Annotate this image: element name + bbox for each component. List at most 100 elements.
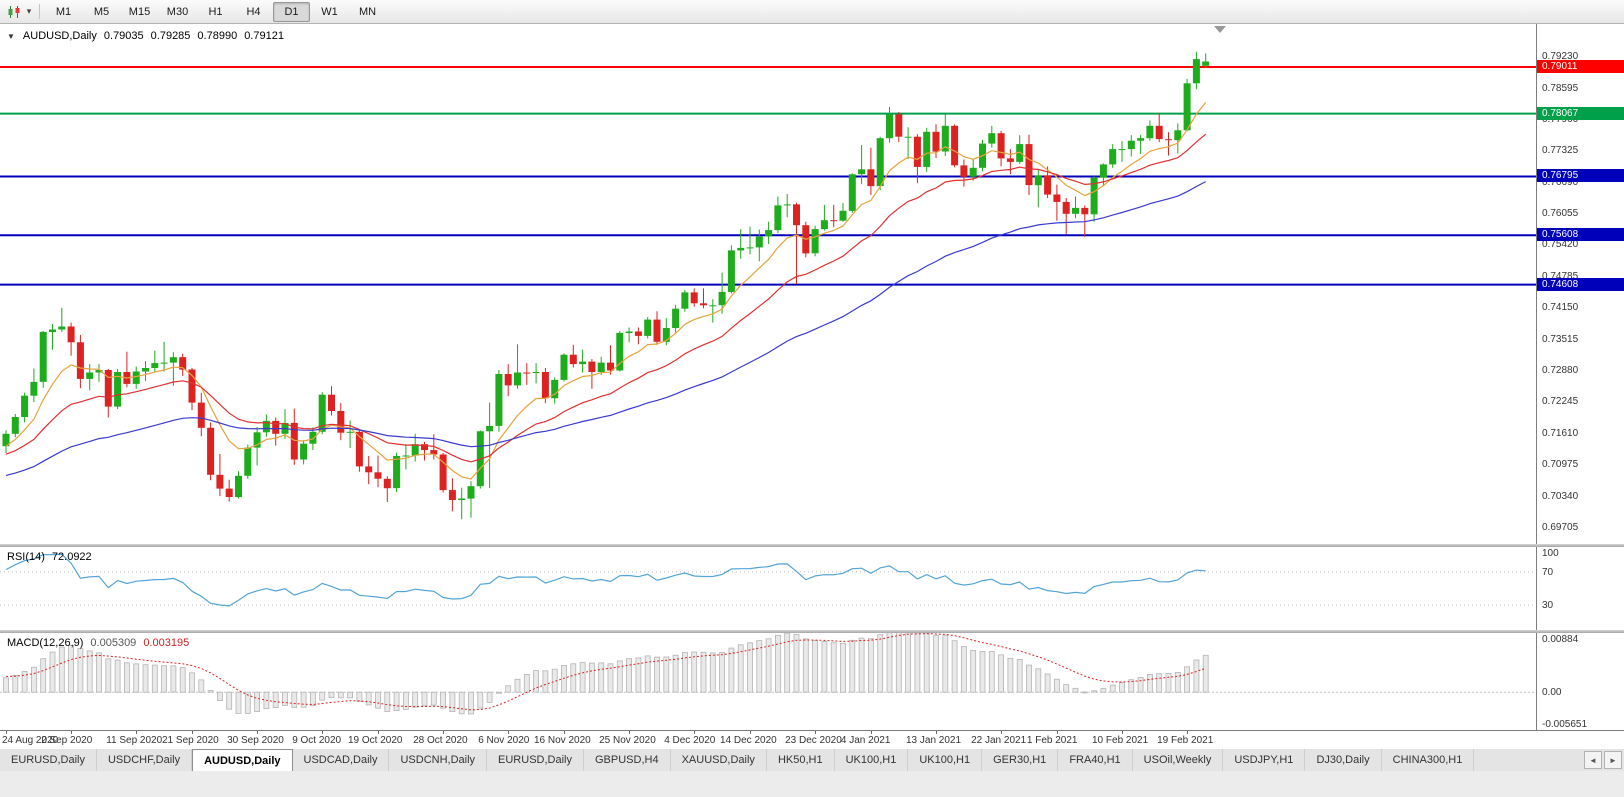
ohlc-open-value: 0.79035 [103, 30, 144, 42]
chart-tab-gbpusd-h4[interactable]: GBPUSD,H4 [584, 749, 671, 771]
pane-divider-rsi[interactable] [0, 544, 1624, 547]
tab-scroll-buttons: ◄ ► [1584, 751, 1622, 769]
time-axis-label: 4 Dec 2020 [664, 735, 716, 746]
macd-indicator-canvas[interactable] [0, 633, 1536, 730]
time-axis-tick [6, 731, 7, 734]
rsi-axis-label: 70 [1542, 566, 1554, 578]
time-axis-label: 19 Oct 2020 [348, 735, 403, 746]
time-axis-tick [936, 731, 937, 734]
time-axis-label: 30 Sep 2020 [227, 735, 284, 746]
chart-tab-uk100-h1[interactable]: UK100,H1 [908, 749, 983, 771]
time-axis-tick [71, 731, 73, 734]
ohlc-high-value: 0.79285 [150, 30, 191, 42]
chart-tab-usdcnh-daily[interactable]: USDCNH,Daily [389, 749, 488, 771]
bottom-filler [0, 771, 1624, 797]
price-axis-label: 0.74785 [1542, 270, 1579, 282]
chart-tab-fra40-h1[interactable]: FRA40,H1 [1058, 749, 1133, 771]
time-axis[interactable]: 24 Aug 2020 2 Sep 2020 11 Sep 2020 21 Sep 2… [0, 730, 1624, 749]
timeframe-button-h4[interactable]: H4 [246, 5, 261, 18]
timeframe-button-h1[interactable]: H1 [208, 5, 223, 18]
price-axis-label: 0.69705 [1542, 521, 1579, 533]
time-axis-label: 25 Nov 2020 [599, 735, 656, 746]
macd-indicator-title: MACD(12,26,9) [7, 637, 84, 649]
price-axis-label: 0.71610 [1542, 427, 1579, 439]
level-price-badge: 0.78067 [1537, 106, 1624, 120]
toolbar-separator [39, 4, 40, 19]
time-axis-label: 21 Sep 2020 [162, 735, 219, 746]
time-axis-tick [750, 731, 751, 734]
macd-signal-value: 0.003195 [143, 637, 190, 649]
time-axis-label: 16 Nov 2020 [534, 735, 591, 746]
chart-tab-eurusd-daily[interactable]: EURUSD,Daily [487, 749, 584, 771]
time-axis-label: 22 Jan 2021 [971, 735, 1027, 746]
chart-tab-dj30-daily[interactable]: DJ30,Daily [1305, 749, 1382, 771]
chart-tab-ger30-h1[interactable]: GER30,H1 [982, 749, 1059, 771]
time-axis-tick [322, 731, 324, 734]
rsi-indicator-title: RSI(14) [7, 551, 45, 563]
chart-tab-usdcad-daily[interactable]: USDCAD,Daily [293, 749, 390, 771]
chart-tab-xauusd-daily[interactable]: XAUUSD,Daily [671, 749, 767, 771]
chart-symbol-title: AUDUSD,Daily [22, 30, 97, 42]
macd-current-value: 0.005309 [90, 637, 137, 649]
time-axis-label: 6 Nov 2020 [478, 735, 530, 746]
time-axis-label: 19 Feb 2021 [1157, 735, 1214, 746]
time-axis-tick [815, 731, 817, 734]
time-axis-tick [564, 731, 565, 734]
price-axis-label: 0.79230 [1542, 51, 1579, 63]
time-axis-label: 2 Sep 2020 [41, 735, 93, 746]
time-axis-tick [378, 731, 379, 734]
timeframe-button-d1[interactable]: D1 [273, 1, 310, 22]
timeframe-toolbar: M1 M5 M15 M30 H1 H4 D1 W1 MN [45, 1, 386, 22]
timeframe-button-m15[interactable]: M15 [128, 5, 151, 18]
pane-divider-macd[interactable] [0, 630, 1624, 633]
time-axis-label: 28 Oct 2020 [413, 735, 468, 746]
rsi-current-value: 72.0922 [51, 551, 92, 563]
time-axis-tick [508, 731, 510, 734]
chart-window: ▼ AUDUSD,Daily 0.79035 0.79285 0.78990 0… [0, 24, 1624, 749]
time-axis-label: 11 Sep 2020 [106, 735, 163, 746]
time-axis-tick [443, 731, 445, 734]
chart-tab-eurusd-daily[interactable]: EURUSD,Daily [0, 749, 97, 771]
top-toolbar: ▾ M1 M5 M15 M30 H1 H4 D1 W1 MN [0, 0, 1624, 24]
macd-axis-label: -0.005651 [1542, 719, 1588, 730]
chart-title-row: ▼ AUDUSD,Daily 0.79035 0.79285 0.78990 0… [7, 30, 284, 42]
tabs-scroll-right-button[interactable]: ► [1604, 751, 1622, 769]
chart-tab-china300-h1[interactable]: CHINA300,H1 [1382, 749, 1475, 771]
chart-tab-usdchf-daily[interactable]: USDCHF,Daily [97, 749, 193, 771]
timeframe-button-m5[interactable]: M5 [93, 5, 110, 18]
chart-tab-uk100-h1[interactable]: UK100,H1 [835, 749, 909, 771]
macd-axis-label: 0.00884 [1542, 634, 1579, 645]
time-axis-tick [870, 731, 872, 734]
tabs-scroll-left-button[interactable]: ◄ [1584, 751, 1602, 769]
rsi-indicator-canvas[interactable] [0, 547, 1536, 630]
time-axis-tick [192, 731, 193, 734]
time-axis-label: 13 Jan 2021 [906, 735, 962, 746]
price-chart-canvas[interactable] [0, 24, 1536, 544]
chart-tabs: EURUSD,Daily USDCHF,Daily AUDUSD,Daily USDC… [0, 749, 1475, 771]
time-axis-label: 14 Dec 2020 [720, 735, 777, 746]
level-price-badge: 0.74608 [1537, 277, 1624, 291]
time-axis-label: 4 Jan 2021 [840, 735, 891, 746]
price-axis-label: 0.73515 [1542, 333, 1579, 345]
price-axis[interactable]: 0.792300.785950.779600.773250.766900.760… [1536, 24, 1624, 730]
chart-tab-hk50-h1[interactable]: HK50,H1 [767, 749, 835, 771]
timeframe-button-mn[interactable]: MN [358, 5, 377, 18]
time-axis-tick [257, 731, 259, 734]
ohlc-close-value: 0.79121 [244, 30, 284, 42]
timeframe-button-w1[interactable]: W1 [321, 5, 338, 18]
price-axis-label: 0.75420 [1542, 239, 1579, 251]
timeframe-button-m1[interactable]: M1 [55, 5, 72, 18]
price-axis-label: 0.78595 [1542, 82, 1579, 94]
one-click-trading-arrow-icon[interactable]: ▼ [7, 31, 15, 41]
chart-tab-usoil-weekly[interactable]: USOil,Weekly [1133, 749, 1224, 771]
chart-tab-audusd-daily[interactable]: AUDUSD,Daily [192, 749, 293, 771]
time-axis-tick [1122, 731, 1123, 734]
rsi-axis-label: 30 [1542, 600, 1554, 612]
chart-tab-usdjpy-h1[interactable]: USDJPY,H1 [1223, 749, 1306, 771]
time-axis-label: 24 Aug 2020 [2, 735, 59, 746]
timeframe-button-m30[interactable]: M30 [166, 5, 189, 18]
level-price-badge: 0.75608 [1537, 228, 1624, 242]
price-axis-label: 0.70975 [1542, 459, 1579, 471]
chart-type-dropdown-icon[interactable]: ▾ [26, 6, 32, 16]
chart-type-icon[interactable] [4, 3, 24, 21]
